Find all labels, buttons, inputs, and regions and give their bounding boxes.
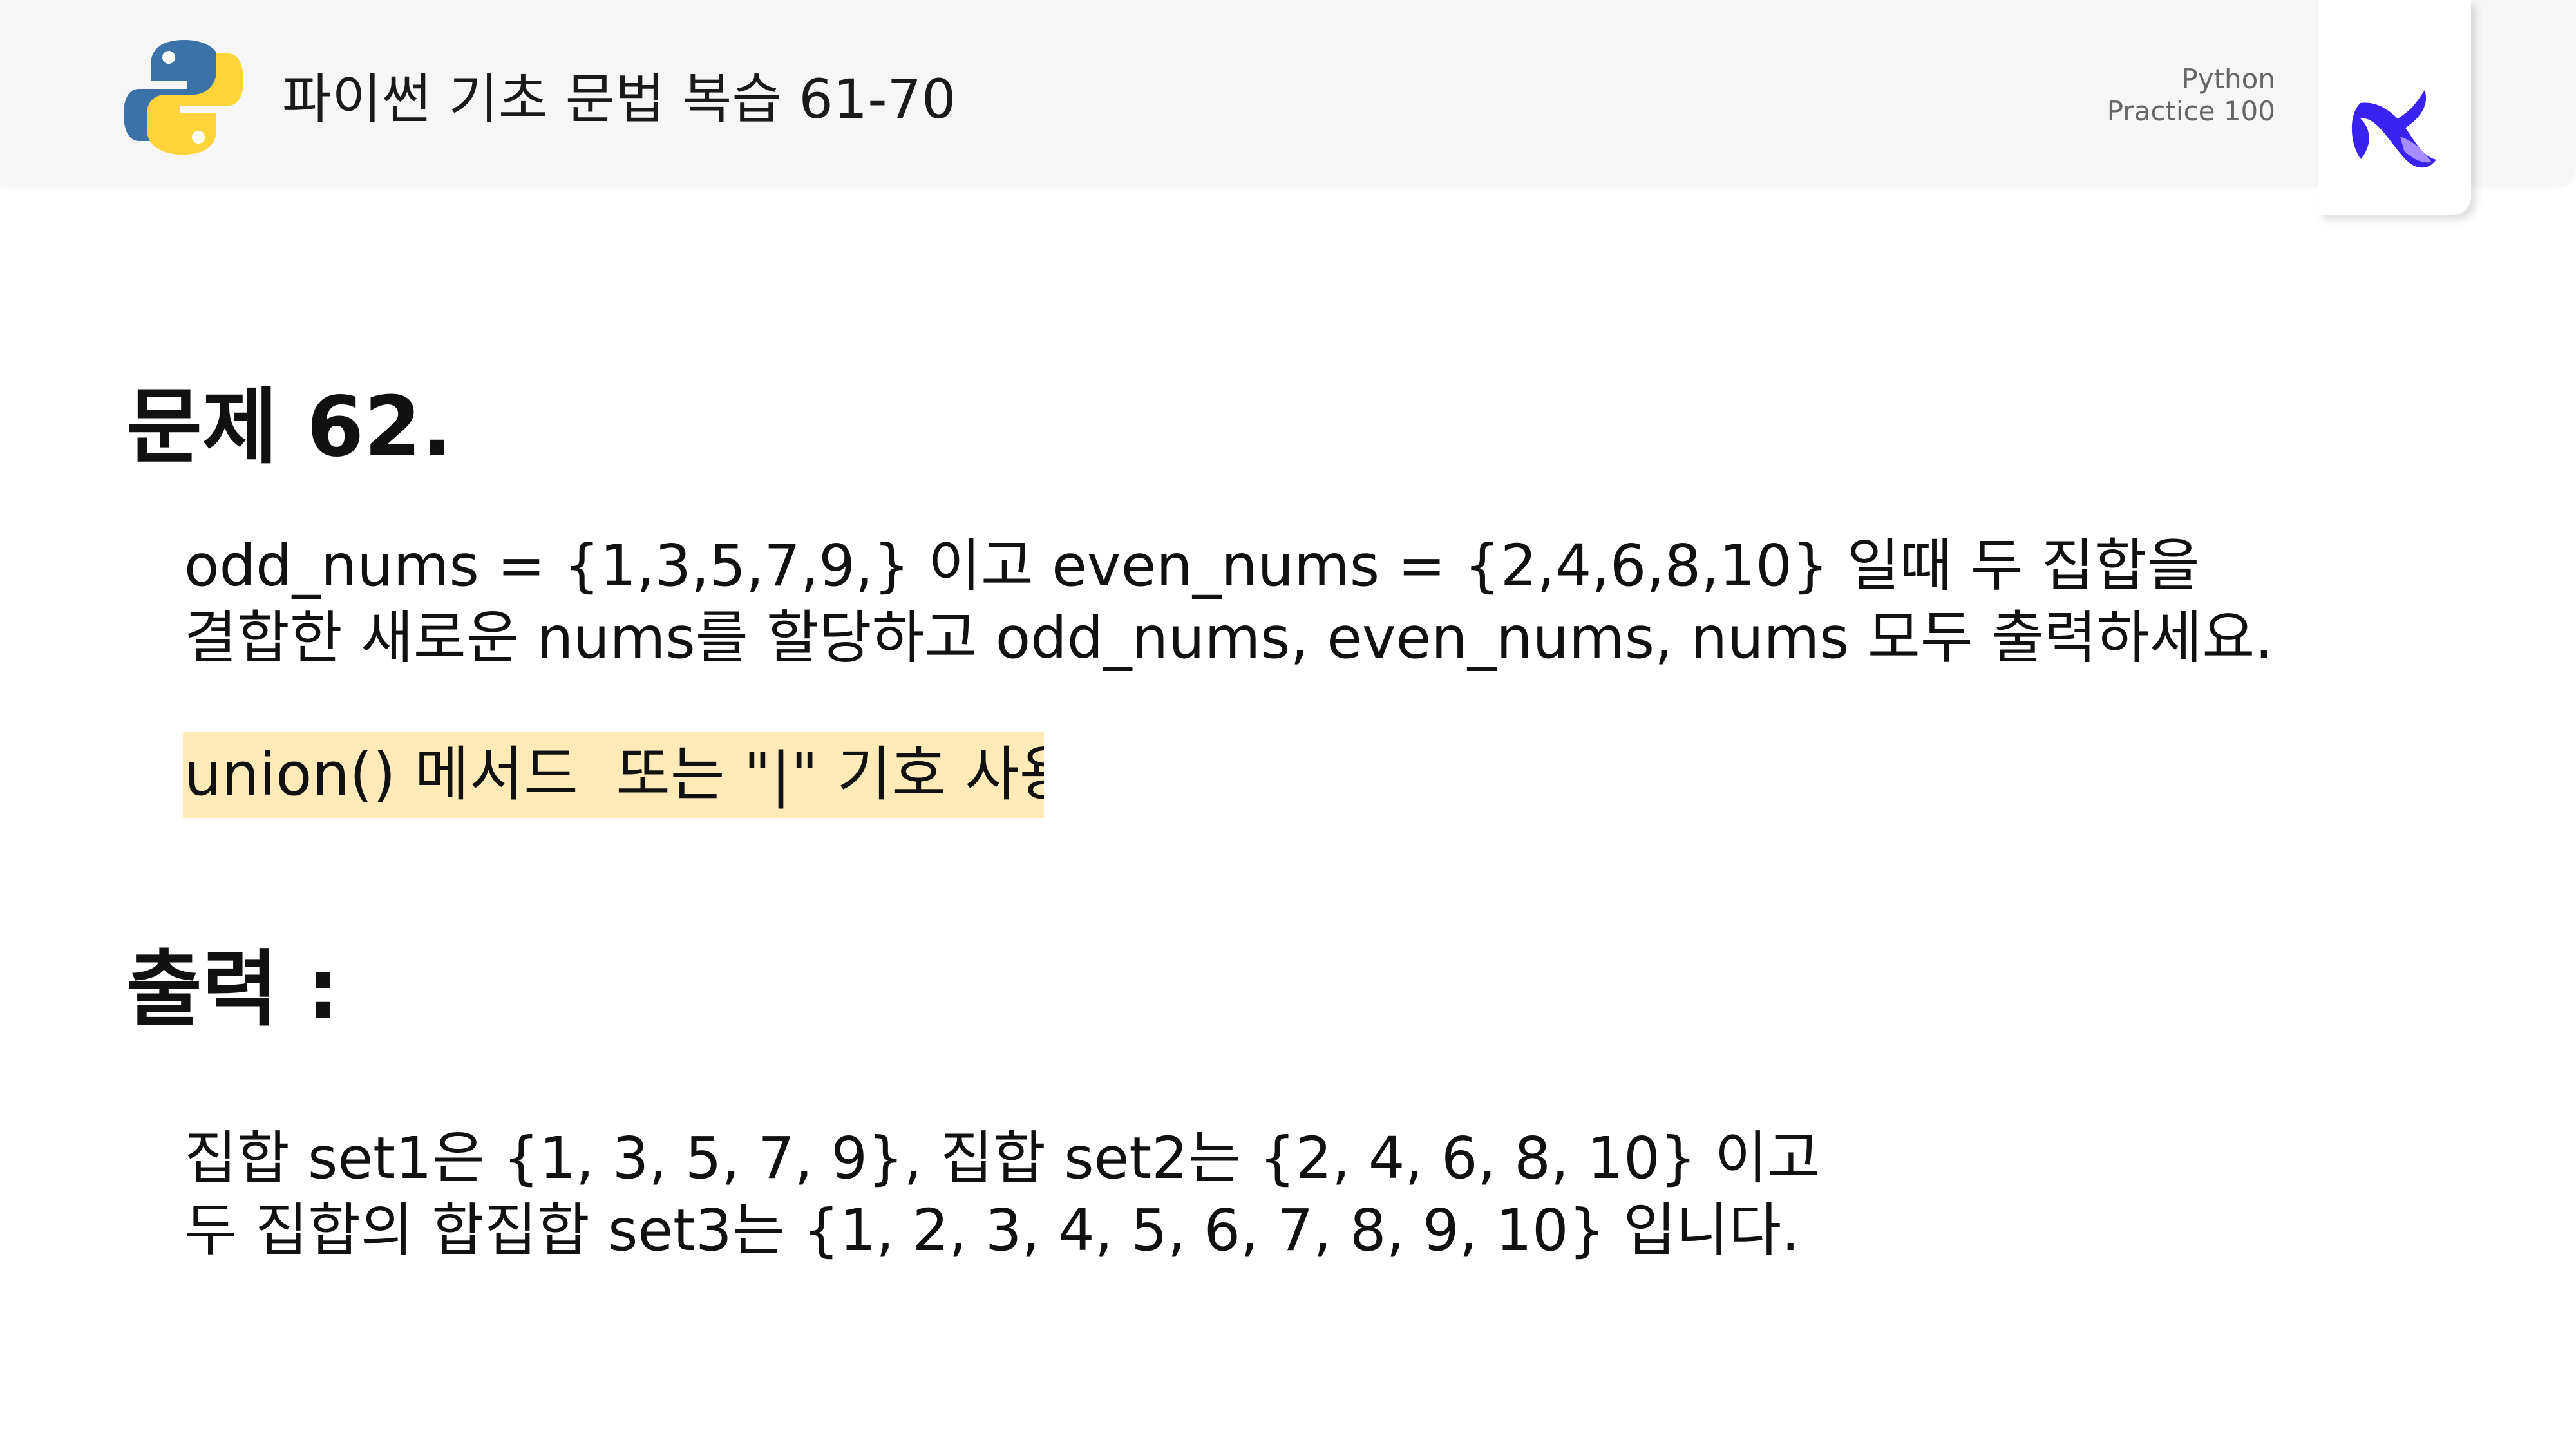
slide-header: 파이썬 기초 문법 복습 61-70 Python Practice 100 <box>0 0 2576 185</box>
problem-title: 문제 62. <box>126 379 453 475</box>
hint-highlight: union() 메서드 또는 "|" 기호 사용 <box>183 732 1044 818</box>
output-text: 집합 set1은 {1, 3, 5, 7, 9}, 집합 set2는 {2, 4… <box>184 1122 1820 1266</box>
question-line-1: odd_nums = {1,3,5,7,9,} 이고 even_nums = {… <box>184 532 2200 599</box>
problem-question: odd_nums = {1,3,5,7,9,} 이고 even_nums = {… <box>184 529 2273 674</box>
output-title: 출력 : <box>126 942 340 1037</box>
header-title: 파이썬 기초 문법 복습 61-70 <box>282 68 956 131</box>
brand-text: Python Practice 100 <box>2082 63 2275 128</box>
output-line-1: 집합 set1은 {1, 3, 5, 7, 9}, 집합 set2는 {2, 4… <box>184 1124 1821 1191</box>
brand-logo-icon <box>2351 90 2436 168</box>
output-line-2: 두 집합의 합집합 set3는 {1, 2, 3, 4, 5, 6, 7, 8,… <box>184 1197 1800 1264</box>
python-logo-icon <box>124 40 243 155</box>
brand-line-practice: Practice 100 <box>2107 95 2275 127</box>
brand-card <box>2318 0 2471 215</box>
brand-line-python: Python <box>2181 63 2275 95</box>
question-line-2: 결합한 새로운 nums를 할당하고 odd_nums, even_nums, … <box>184 604 2273 671</box>
